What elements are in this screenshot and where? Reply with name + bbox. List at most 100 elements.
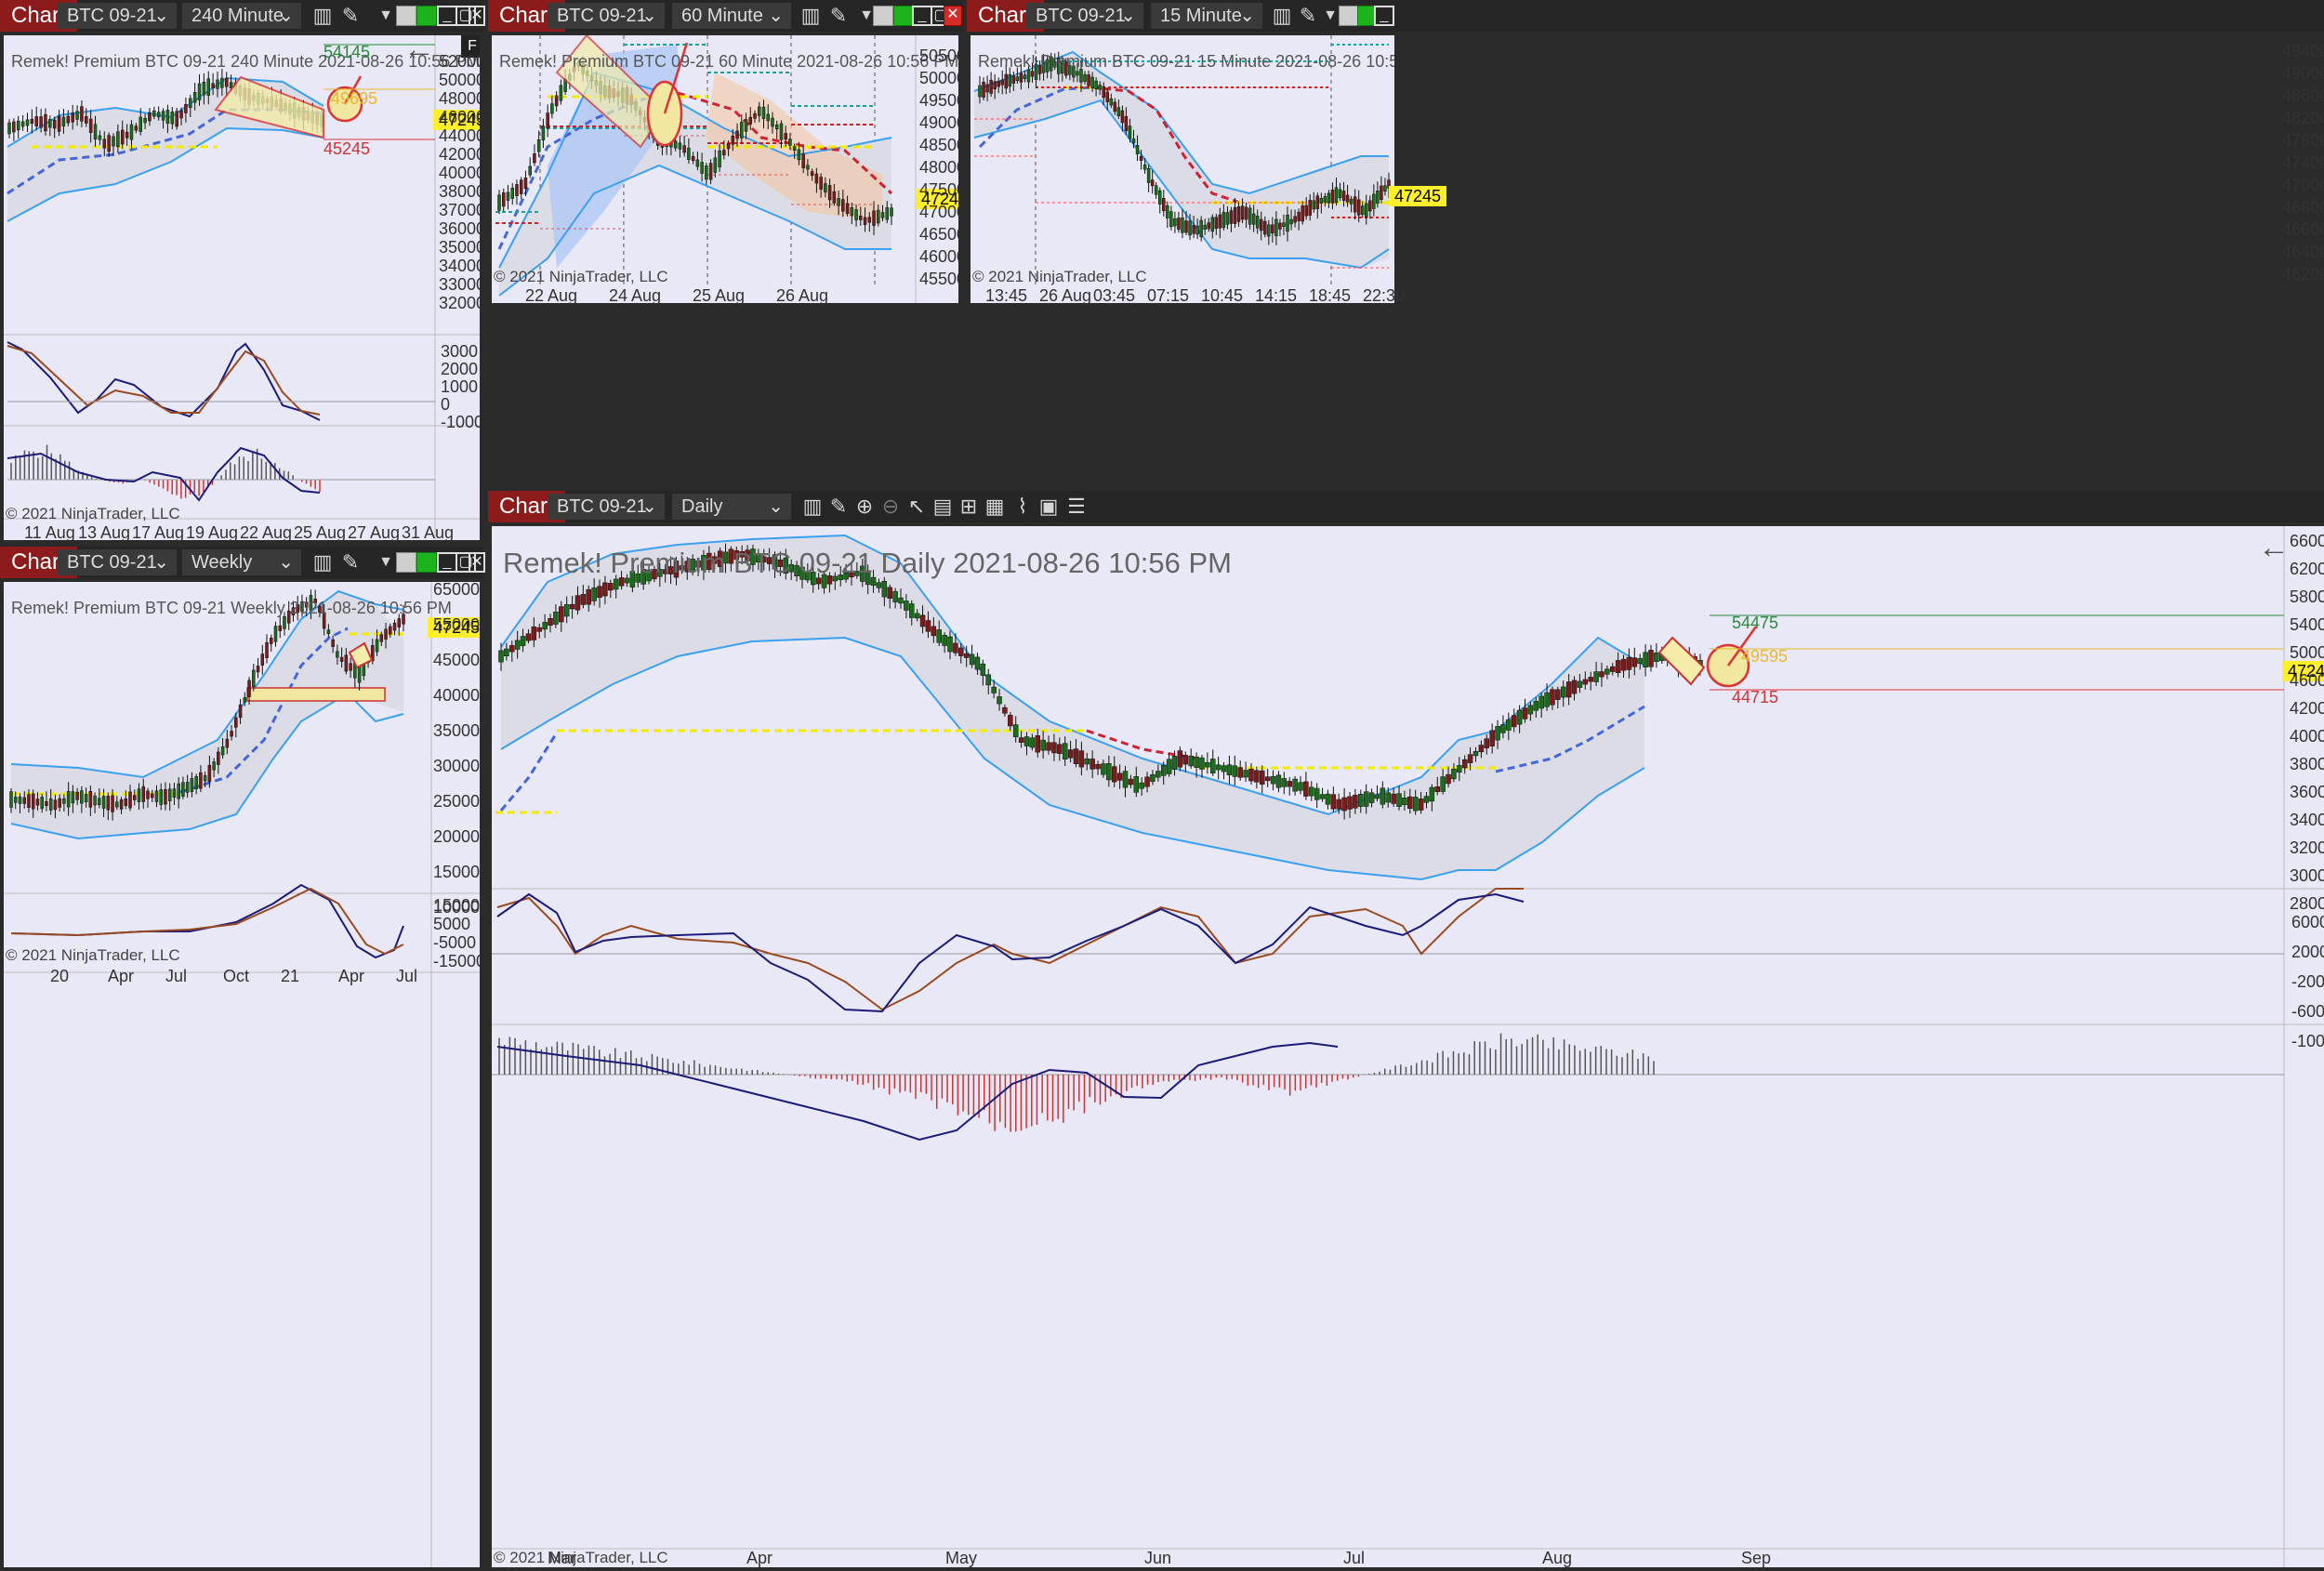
interval-selector[interactable]: Daily ⌄ [672,494,791,520]
y-axis-label: 28000 [2290,894,2324,913]
candle [93,124,98,139]
chart-canvas[interactable]: Remek! Premium BTC 09-21 60 Minute 2021-… [492,35,958,303]
candle [379,634,384,642]
templates-icon[interactable]: ▣ [1038,495,1059,518]
x-axis-label: 10:45 [1201,286,1244,305]
candle [1286,215,1289,232]
bar-type-icon[interactable]: ▥ [800,4,821,27]
close-icon[interactable]: ✕ [944,6,962,26]
instrument-selector[interactable]: BTC 09-21 ⌄ [58,549,177,575]
x-axis-label: 31 Aug [402,523,455,540]
candle [1533,701,1539,711]
candle [139,116,142,132]
minimize-icon[interactable]: _ [912,6,932,26]
candle [1412,797,1419,812]
list-icon[interactable]: ☰ [1067,495,1086,518]
instrument-selector[interactable]: BTC 09-21 ⌄ [548,3,665,29]
candle [1004,73,1009,89]
interval-selector[interactable]: 240 Minute ⌄ [182,3,301,29]
candle [826,575,833,585]
candle [574,595,581,611]
drawing-tool-icon[interactable]: ✎ [1299,4,1317,27]
link-color-green-button[interactable] [416,552,437,573]
y-axis-label: 15000 [433,863,480,881]
candle [1199,757,1205,770]
bar-type-icon[interactable]: ▥ [1272,4,1292,27]
drawing-tool-icon[interactable]: ✎ [829,495,848,518]
bar-type-icon[interactable]: ▥ [802,495,823,518]
y-axis-label: 10000 [433,898,480,917]
candle [164,789,167,805]
instrument-selector[interactable]: BTC 09-21 ⌄ [1026,3,1143,29]
minimize-icon[interactable]: _ [437,552,457,573]
candle [591,587,597,601]
bar-type-icon[interactable]: ▥ [312,4,333,27]
link-color-gray-button[interactable] [396,552,416,573]
candles [978,51,1391,245]
interval-selector[interactable]: 15 Minute ⌄ [1151,3,1262,29]
candle [799,566,805,580]
candle [1264,776,1271,782]
chart-canvas[interactable]: Remek! Premium BTC 09-21 Daily 2021-08-2… [492,526,2324,1567]
link-color-gray-button[interactable] [1339,6,1359,26]
interval-value: Weekly [191,552,253,573]
link-color-green-button[interactable] [1357,6,1376,26]
y-axis-label: 47400 [2282,153,2324,172]
chart-canvas[interactable]: Remek! Premium BTC 09-21 Weekly 2021-08-… [4,582,480,1567]
candle [1177,750,1183,768]
data-box-icon[interactable]: ▤ [932,495,953,518]
back-arrow-icon[interactable]: ← [2258,530,2290,565]
candle [1120,110,1125,124]
chart-canvas[interactable]: Remek! Premium BTC 09-21 240 Minute 2021… [4,35,480,540]
drawing-dropdown-icon[interactable]: ▼ [1323,7,1338,23]
drawing-dropdown-icon[interactable]: ▼ [378,7,393,23]
minimize-icon[interactable]: _ [1374,6,1394,26]
candle [192,92,197,103]
candle [1429,786,1435,802]
instrument-selector[interactable]: BTC 09-21 ⌄ [548,494,665,520]
zoom-in-icon[interactable]: ⊕ [855,495,874,518]
drawing-tool-icon[interactable]: ✎ [341,550,360,574]
candle [1240,205,1245,220]
chart-canvas[interactable]: Remek! Premium BTC 09-21 15 Minute 2021-… [971,35,1394,303]
candle [111,795,114,812]
instrument-selector[interactable]: BTC 09-21 ⌄ [58,3,177,29]
x-axis-label: Aug [1542,1549,1573,1567]
link-color-gray-button[interactable] [873,6,893,26]
candle [1012,724,1019,737]
link-color-gray-button[interactable] [396,6,416,26]
candle [1544,692,1550,707]
drawing-tool-icon[interactable]: ✎ [829,4,848,27]
candle [150,793,154,799]
osc-axis-label: 5000 [433,915,471,933]
drawing-tool-icon[interactable]: ✎ [341,4,360,27]
interval-selector[interactable]: 60 Minute ⌄ [672,3,791,29]
y-axis-label: 34000 [2290,811,2324,829]
link-color-green-button[interactable] [416,6,437,26]
candle [128,791,132,809]
close-icon[interactable]: ✕ [469,6,485,26]
y-axis-label: 40000 [2290,727,2324,746]
drawing-dropdown-icon[interactable]: ▼ [378,554,393,570]
y-axis-label: 35000 [439,238,480,257]
indicators-icon[interactable]: ▦ [984,495,1005,518]
candle [1154,185,1158,195]
chart-properties-icon[interactable]: ⊞ [959,495,978,518]
candle [143,118,147,124]
candle [1037,65,1042,74]
channel-box [1657,636,1706,686]
close-icon[interactable]: ✕ [469,552,485,573]
minimize-icon[interactable]: _ [437,6,457,26]
y-axis-label: 47800 [2282,131,2324,150]
zoom-out-icon[interactable]: ⊖ [881,495,900,518]
candle [1142,165,1147,170]
strategies-icon[interactable]: ⌇ [1017,495,1028,518]
f-button[interactable]: F [461,35,480,58]
bar-type-icon[interactable]: ▥ [312,550,333,574]
candle [1102,86,1105,99]
drawing-dropdown-icon[interactable]: ▼ [859,7,874,23]
link-color-green-button[interactable] [893,6,914,26]
pointer-icon[interactable]: ↖ [907,495,926,518]
interval-selector[interactable]: Weekly ⌄ [182,549,301,575]
back-arrow-icon[interactable]: ← [403,35,435,67]
